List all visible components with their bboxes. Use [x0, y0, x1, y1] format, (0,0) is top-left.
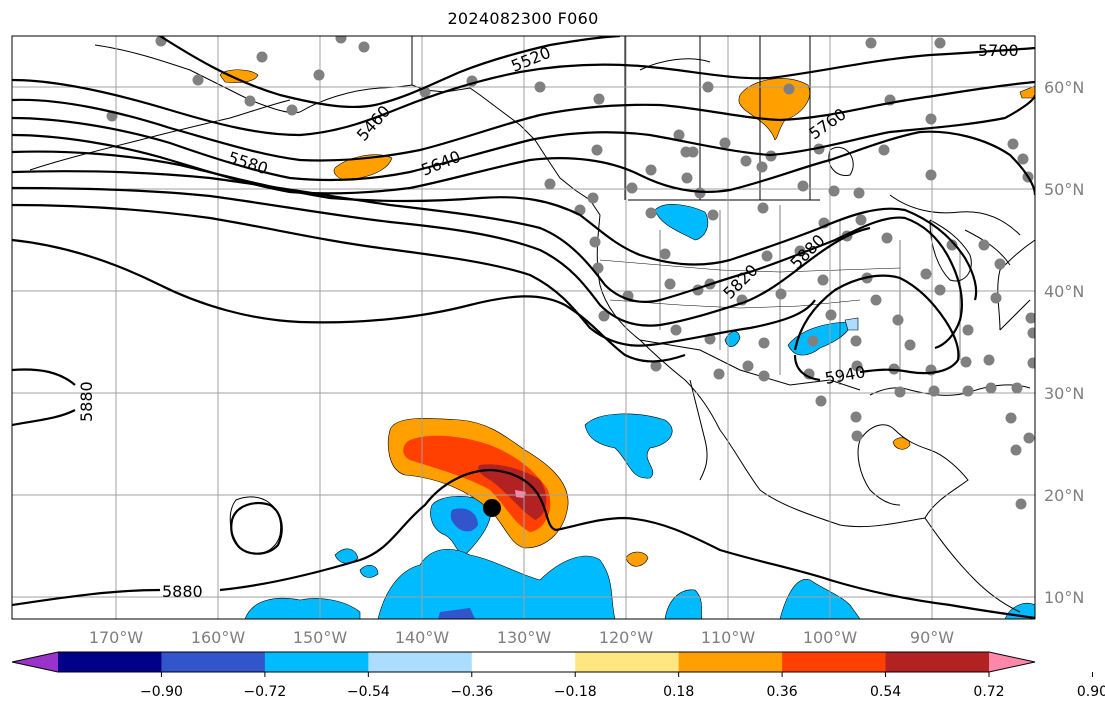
lat-label: 60°N [1044, 78, 1084, 97]
lon-label: 110°W [701, 628, 756, 647]
lon-label: 160°W [191, 628, 246, 647]
colorbar-tick-label: 0.36 [767, 684, 798, 700]
lon-label: 100°W [803, 628, 858, 647]
colorbar-tick-label: −0.54 [347, 684, 390, 700]
lon-label: 150°W [293, 628, 348, 647]
colorbar-segment [368, 652, 473, 672]
colorbar-tick-label: −0.90 [140, 684, 183, 700]
colorbar-tick-label: 0.72 [973, 684, 1004, 700]
lat-label: 30°N [1044, 384, 1084, 403]
lon-label: 140°W [395, 628, 450, 647]
colorbar-segments [11, 651, 1036, 673]
colorbar: −0.90 −0.72 −0.54 −0.36 −0.18 0.18 0.36 0.54 0.7… [11, 651, 1105, 700]
colorbar-tick-label: −0.18 [554, 684, 597, 700]
map-title: 2024082300 F060 [447, 9, 599, 28]
contour-label: 5880 [77, 381, 96, 422]
lat-label: 40°N [1044, 282, 1084, 301]
latitude-labels: 60°N 50°N 40°N 30°N 20°N 10°N [1044, 78, 1084, 607]
map-frame [11, 35, 1036, 620]
lat-label: 20°N [1044, 486, 1084, 505]
colorbar-segment [782, 652, 887, 672]
lon-label: 120°W [599, 628, 654, 647]
colorbar-tick-label: 0.90 [1077, 684, 1105, 700]
height-contours [12, 36, 1035, 619]
graticule [12, 36, 1035, 619]
lat-label: 10°N [1044, 588, 1084, 607]
anomaly-shading [219, 69, 1035, 619]
contour-label: 5700 [978, 41, 1019, 60]
colorbar-outline [11, 651, 1036, 673]
contour-label: 5880 [162, 582, 203, 601]
colorbar-extend-high [989, 652, 1035, 672]
colorbar-segment [678, 652, 783, 672]
colorbar-segment [161, 652, 266, 672]
colorbar-extend-low [12, 652, 58, 672]
lon-label: 90°W [910, 628, 954, 647]
colorbar-tick-label: −0.36 [450, 684, 493, 700]
colorbar-segment [471, 652, 576, 672]
colorbar-ticks: −0.90 −0.72 −0.54 −0.36 −0.18 0.18 0.36 0.54 0.7… [140, 672, 1105, 700]
colorbar-tick-label: −0.72 [243, 684, 286, 700]
lon-label: 130°W [497, 628, 552, 647]
colorbar-tick-label: 0.54 [870, 684, 901, 700]
storm-center-marker [483, 499, 501, 517]
colorbar-segment [58, 652, 162, 672]
colorbar-segment [575, 652, 680, 672]
lon-label: 170°W [89, 628, 144, 647]
colorbar-segment [264, 652, 369, 672]
lat-label: 50°N [1044, 180, 1084, 199]
longitude-labels: 170°W 160°W 150°W 140°W 130°W 120°W 110°… [89, 628, 954, 647]
colorbar-segment [885, 652, 990, 672]
colorbar-tick-label: 0.18 [663, 684, 694, 700]
